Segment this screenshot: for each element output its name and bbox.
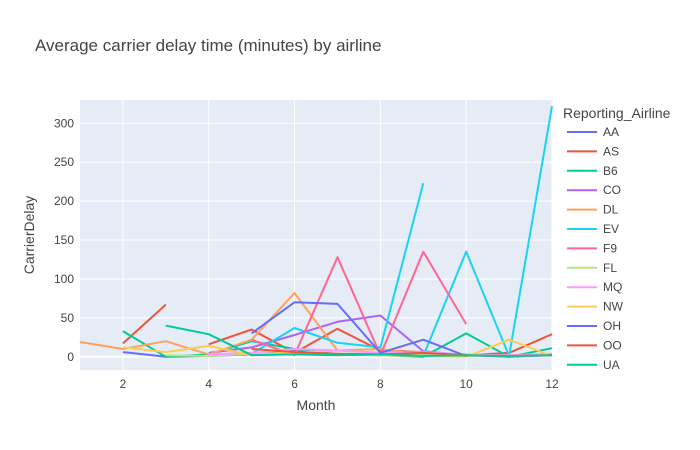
legend-item-as[interactable]: AS [567, 144, 619, 158]
x-tick-label: 10 [460, 377, 474, 391]
legend-label: OO [603, 338, 622, 352]
y-tick-label: 300 [54, 116, 74, 130]
legend-item-nw[interactable]: NW [567, 300, 624, 314]
x-tick-label: 8 [377, 377, 384, 391]
y-tick-label: 0 [67, 350, 74, 364]
legend-item-oo[interactable]: OO [567, 338, 622, 352]
series-line-ua [165, 324, 553, 357]
x-axis-title: Month [297, 397, 336, 413]
plot-area [80, 100, 552, 370]
legend-label: F9 [603, 241, 617, 255]
legend-label: DL [603, 203, 619, 217]
legend-label: MQ [603, 280, 622, 294]
x-tick-label: 12 [545, 377, 559, 391]
legend-item-f9[interactable]: F9 [567, 241, 617, 255]
legend-item-b6[interactable]: B6 [567, 164, 618, 178]
legend-item-co[interactable]: CO [567, 183, 621, 197]
legend-item-ev[interactable]: EV [567, 222, 619, 236]
legend-label: B6 [603, 164, 618, 178]
y-axis-ticks: 0 50 100 150 200 250 300 [54, 116, 74, 363]
legend-label: OH [603, 319, 621, 333]
y-axis-title: CarrierDelay [21, 196, 37, 275]
x-tick-label: 4 [205, 377, 212, 391]
chart-title: Average carrier delay time (minutes) by … [35, 36, 381, 55]
legend-item-oh[interactable]: OH [567, 319, 621, 333]
legend-item-dl[interactable]: DL [567, 203, 619, 217]
x-axis-ticks: 2 4 6 8 10 12 [120, 377, 559, 391]
y-tick-label: 100 [54, 272, 74, 286]
series-lines [79, 106, 553, 358]
x-tick-label: 2 [120, 377, 127, 391]
legend-item-mq[interactable]: MQ [567, 280, 622, 294]
y-tick-label: 200 [54, 194, 74, 208]
legend-item-aa[interactable]: AA [567, 125, 619, 139]
series-line-oh [251, 301, 467, 357]
legend-item-fl[interactable]: FL [567, 261, 617, 275]
y-tick-label: 150 [54, 233, 74, 247]
legend-label: AA [603, 125, 619, 139]
legend-item-ua[interactable]: UA [567, 358, 620, 372]
legend-title: Reporting_Airline [563, 105, 671, 121]
legend-label: CO [603, 183, 621, 197]
legend-label: AS [603, 144, 619, 158]
legend-label: FL [603, 261, 617, 275]
legend-label: NW [603, 300, 624, 314]
legend-label: UA [603, 358, 620, 372]
x-tick-label: 6 [291, 377, 298, 391]
series-line-as [122, 303, 553, 357]
legend[interactable]: AA AS B6 CO DL EV F9 FL MQ NW OH OO UA [567, 125, 624, 372]
legend-label: EV [603, 222, 619, 236]
y-tick-label: 50 [61, 311, 75, 325]
y-tick-label: 250 [54, 155, 74, 169]
